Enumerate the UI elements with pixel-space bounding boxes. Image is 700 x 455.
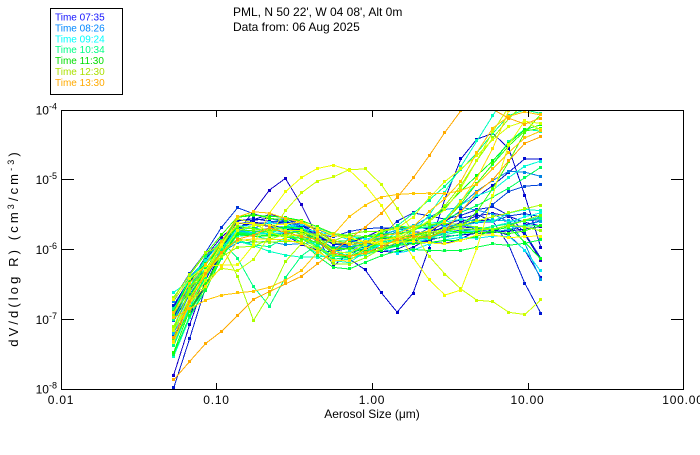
svg-text:Time 08:26: Time 08:26 (55, 23, 105, 34)
svg-text:0.01: 0.01 (48, 393, 75, 407)
svg-text:Time 12:30: Time 12:30 (55, 67, 105, 78)
svg-text:Aerosol Size (μm): Aerosol Size (μm) (324, 407, 420, 421)
svg-text:Time 09:24: Time 09:24 (55, 34, 105, 45)
svg-text:10.00: 10.00 (510, 393, 544, 407)
svg-text:Time 13:30: Time 13:30 (55, 78, 105, 89)
svg-text:Time 10:34: Time 10:34 (55, 45, 105, 56)
svg-text:Data from: 06 Aug 2025: Data from: 06 Aug 2025 (233, 20, 360, 34)
svg-text:Time 07:35: Time 07:35 (55, 13, 105, 24)
svg-text:Time 11:30: Time 11:30 (55, 56, 104, 67)
svg-text:100.00: 100.00 (662, 393, 700, 407)
svg-text:1.00: 1.00 (359, 393, 386, 407)
svg-text:PML, N 50 22', W 04 08', Alt 0: PML, N 50 22', W 04 08', Alt 0m (233, 5, 402, 19)
svg-text:0.10: 0.10 (203, 393, 230, 407)
svg-text:dV/d(log R) (cm3/cm-3): dV/d(log R) (cm3/cm-3) (6, 149, 21, 347)
